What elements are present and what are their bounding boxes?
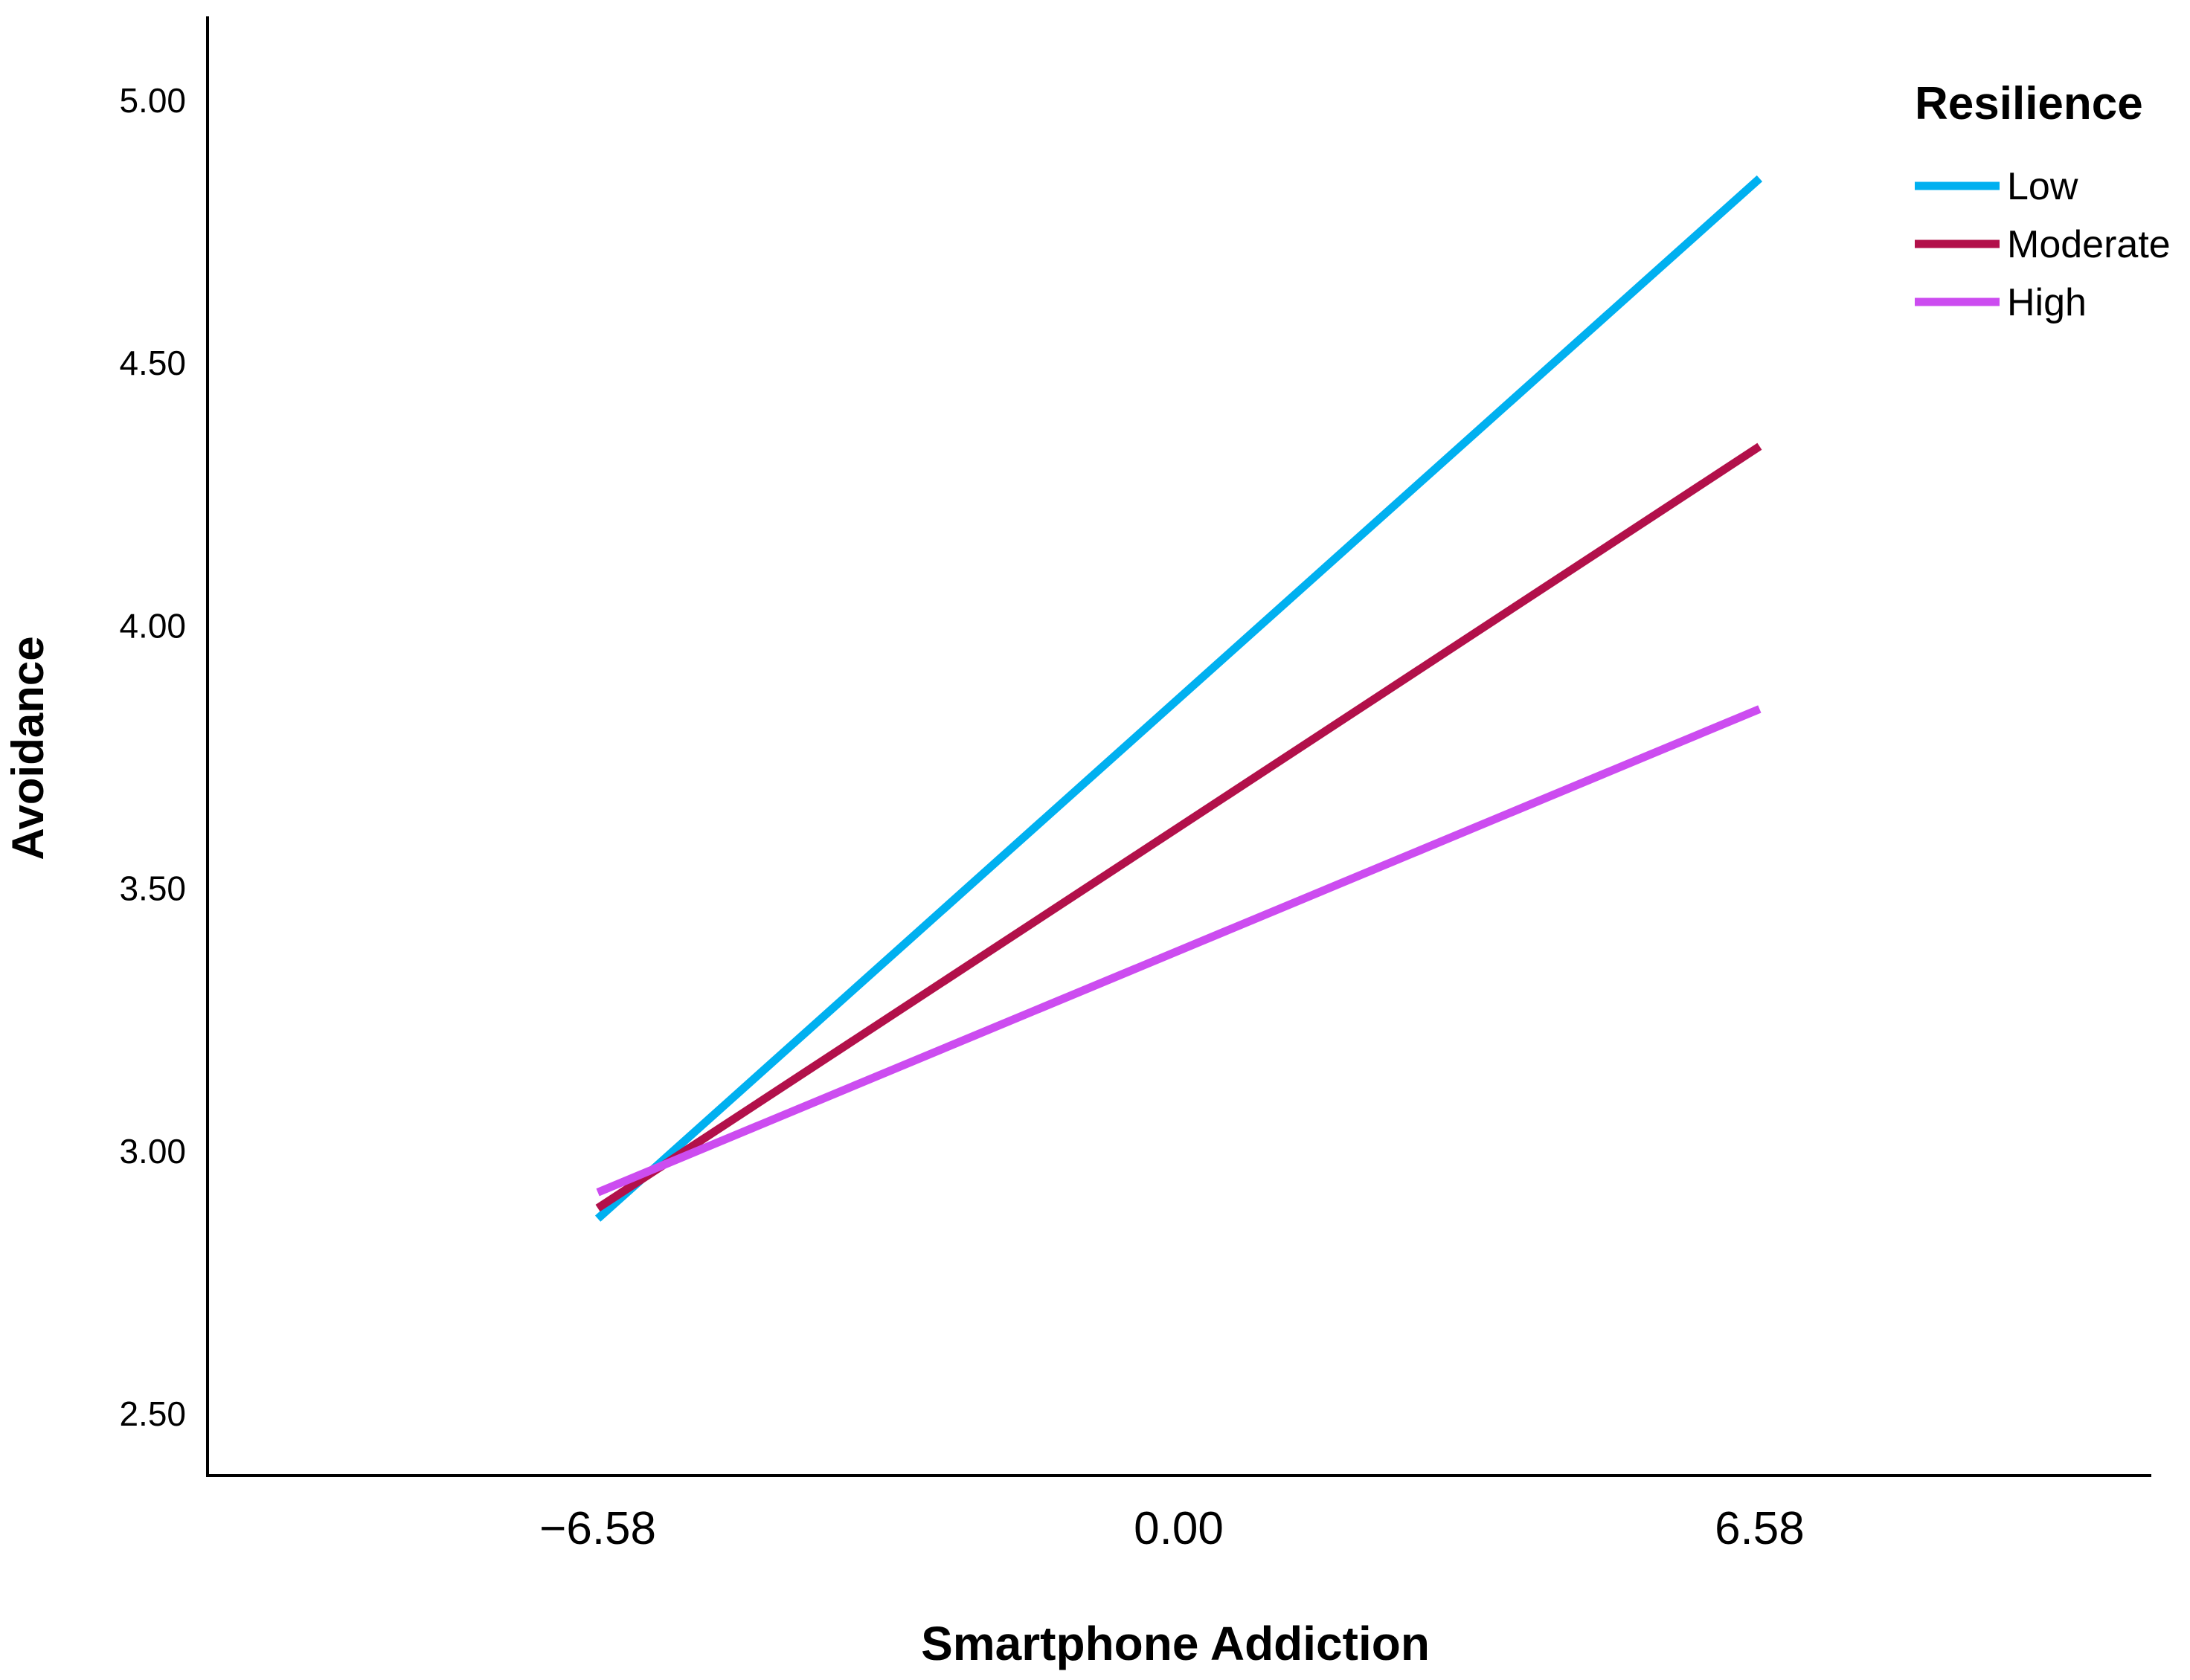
x-tick-label: −6.58 xyxy=(539,1503,656,1554)
legend-label-moderate: Moderate xyxy=(2007,223,2171,266)
y-tick-label: 4.00 xyxy=(119,606,186,645)
x-tick-label: 0.00 xyxy=(1134,1503,1224,1554)
y-tick-label: 3.50 xyxy=(119,869,186,908)
series-line-high xyxy=(596,705,1762,1197)
y-tick-label: 2.50 xyxy=(119,1394,186,1433)
series-line-low xyxy=(594,175,1763,1222)
y-tick-label: 3.00 xyxy=(119,1132,186,1171)
legend-label-low: Low xyxy=(2007,165,2078,208)
x-tick-labels: −6.58 0.00 6.58 xyxy=(539,1503,1805,1554)
y-tick-label: 5.00 xyxy=(119,81,186,120)
axes xyxy=(206,16,2151,1477)
series-line-moderate xyxy=(595,442,1762,1212)
legend-title: Resilience xyxy=(1915,78,2143,129)
y-tick-labels: 2.50 3.00 3.50 4.00 4.50 5.00 xyxy=(119,81,186,1433)
series-lines xyxy=(594,175,1763,1222)
x-tick-label: 6.58 xyxy=(1715,1503,1805,1554)
legend: Resilience Low Moderate High xyxy=(1915,78,2171,324)
y-axis-title: Avoidance xyxy=(3,636,53,860)
y-tick-label: 4.50 xyxy=(119,344,186,382)
x-axis-title: Smartphone Addiction xyxy=(921,1617,1430,1670)
legend-items: Low Moderate High xyxy=(1915,165,2171,324)
legend-label-high: High xyxy=(2007,281,2087,324)
